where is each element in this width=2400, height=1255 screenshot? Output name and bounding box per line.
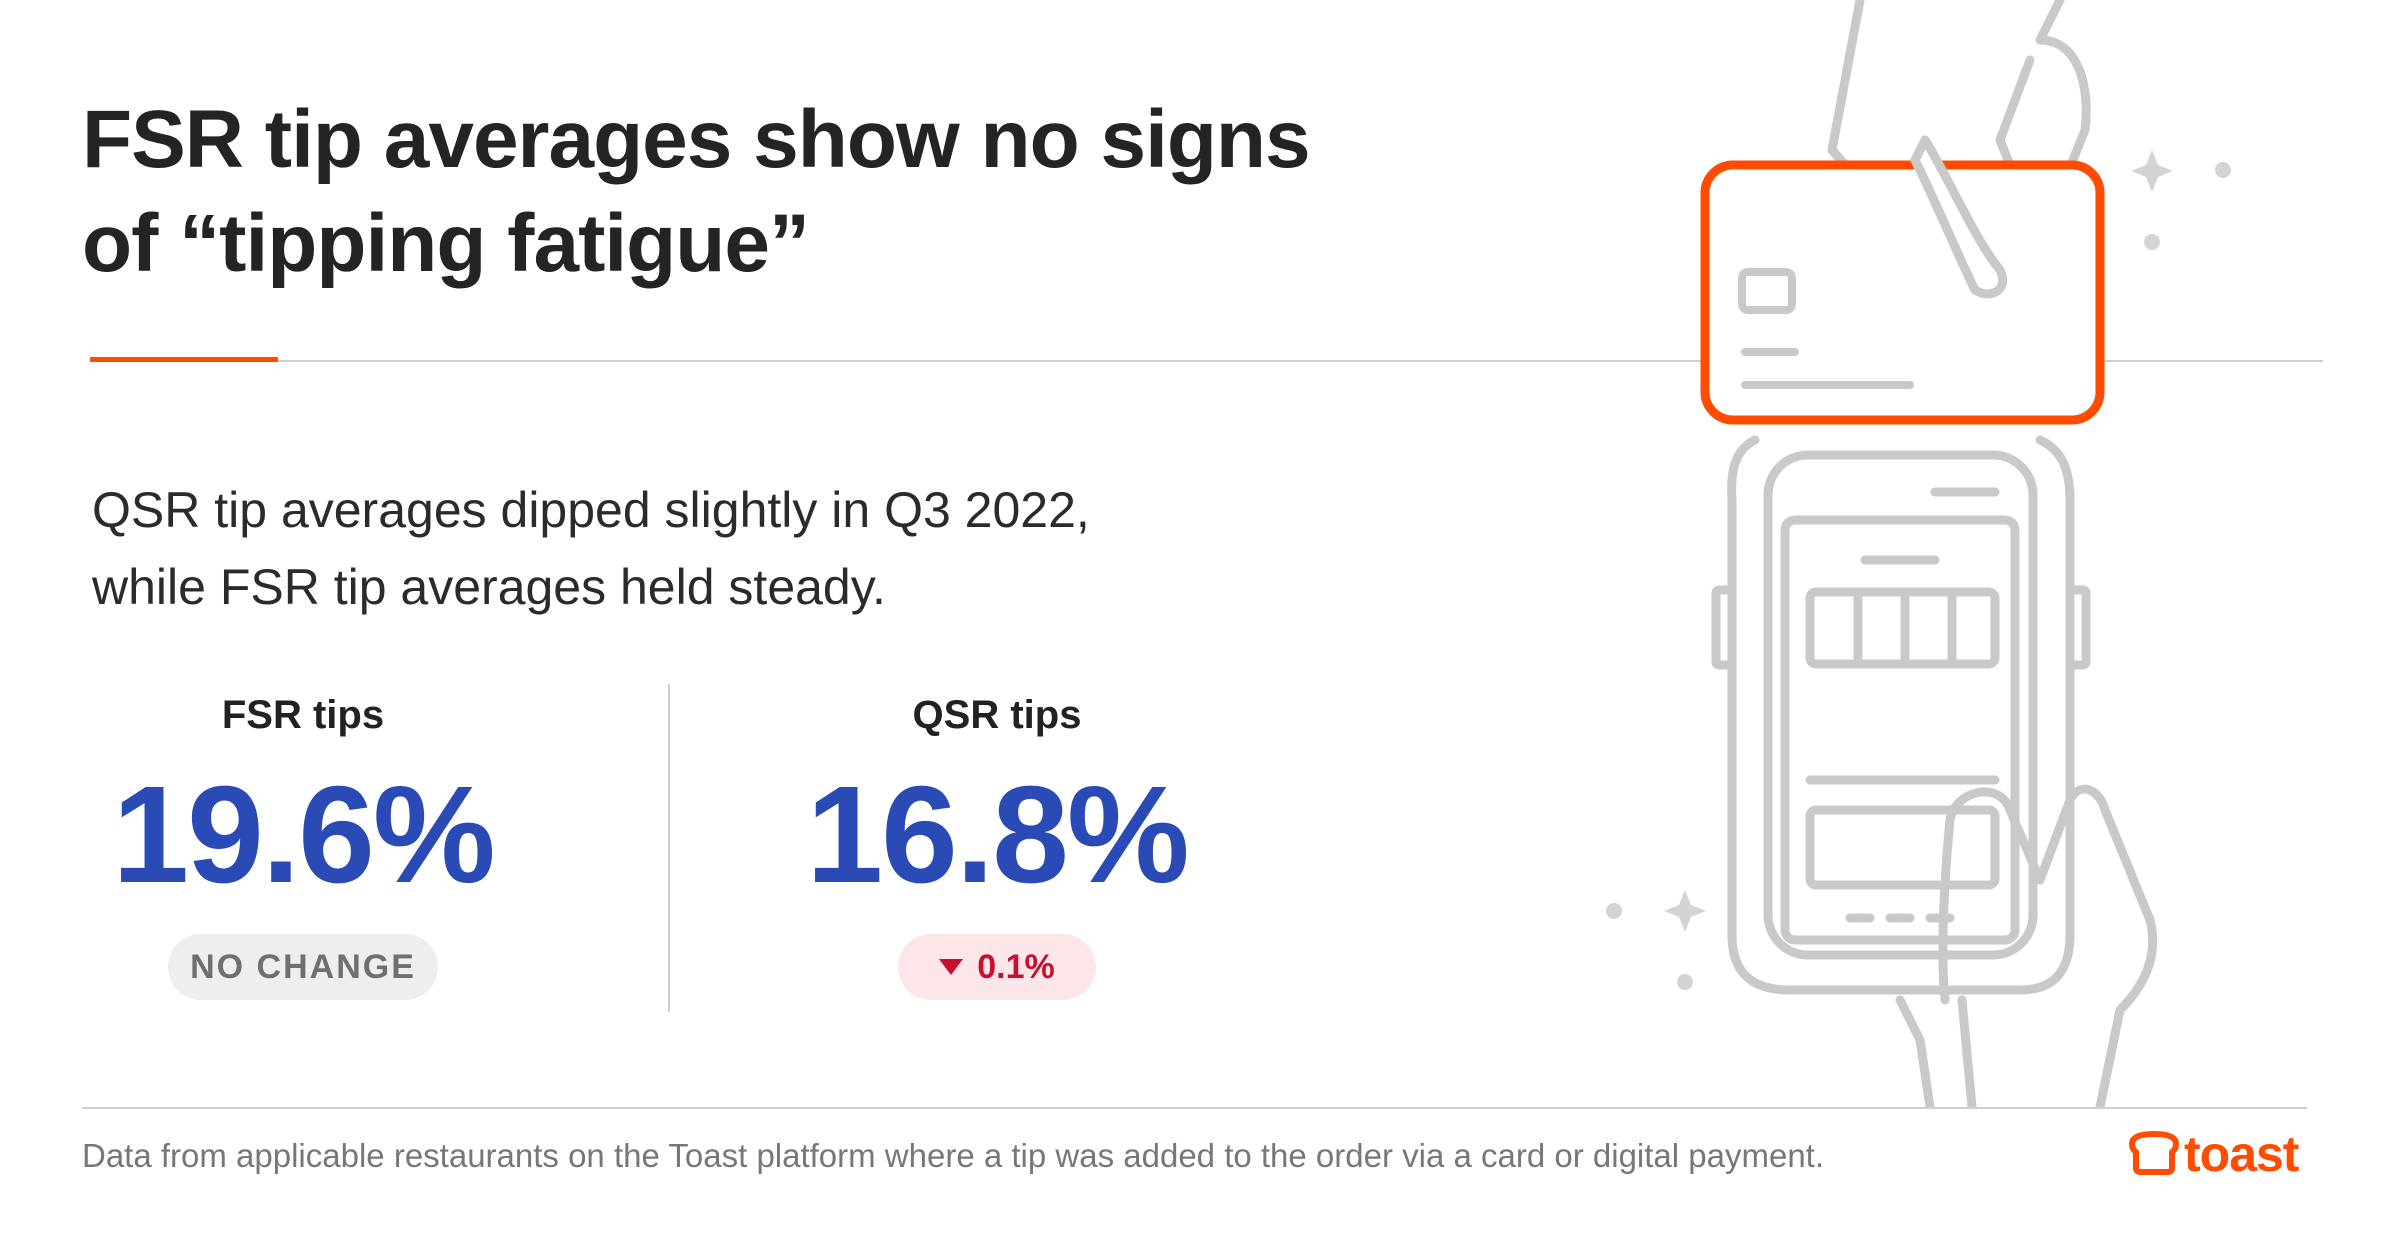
fsr-stat-label: FSR tips	[221, 693, 385, 737]
subtitle-line-1: QSR tip averages dipped slightly in Q3 2…	[92, 482, 1090, 538]
stats-divider	[668, 684, 670, 1012]
page-title: FSR tip averages show no signs of “tippi…	[82, 88, 1432, 296]
hand-tap-card-phone-icon	[1606, 0, 2231, 1107]
fsr-stat: FSR tips 19.6% NO CHANGE	[53, 690, 553, 1000]
title-line-2: of “tipping fatigue”	[82, 198, 810, 289]
toast-logo-icon	[2129, 1131, 2179, 1175]
down-triangle-icon	[939, 959, 964, 975]
qsr-stat-value: 16.8%	[806, 758, 1189, 912]
qsr-stat-label: QSR tips	[912, 693, 1082, 737]
bottom-divider	[82, 1107, 2307, 1109]
fsr-change-text: NO CHANGE	[190, 947, 416, 986]
footnote: Data from applicable restaurants on the …	[82, 1137, 1825, 1174]
subtitle-line-2: while FSR tip averages held steady.	[92, 559, 886, 615]
title-line-1: FSR tip averages show no signs	[82, 94, 1311, 185]
toast-logo: toast	[2128, 1124, 2299, 1184]
qsr-change-text: 0.1%	[977, 947, 1055, 986]
title-accent-line	[90, 357, 278, 362]
fsr-change-badge: NO CHANGE	[168, 934, 438, 1000]
top-divider	[278, 360, 2323, 362]
subtitle: QSR tip averages dipped slightly in Q3 2…	[92, 472, 1292, 626]
qsr-change-badge: 0.1%	[898, 934, 1096, 1000]
toast-logo-text: toast	[2184, 1126, 2299, 1182]
qsr-stat: QSR tips 16.8% 0.1%	[747, 690, 1247, 1000]
fsr-stat-value: 19.6%	[112, 758, 495, 912]
